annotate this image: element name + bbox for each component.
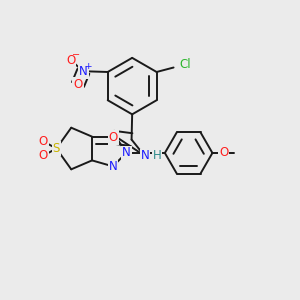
Text: N: N: [109, 160, 117, 173]
Text: O: O: [109, 131, 118, 144]
Text: O: O: [38, 135, 48, 148]
Text: N: N: [79, 65, 88, 78]
Text: N: N: [141, 149, 149, 162]
Text: O: O: [74, 78, 82, 91]
Text: O: O: [219, 146, 228, 160]
Text: Cl: Cl: [180, 58, 191, 71]
Text: N: N: [122, 146, 130, 160]
Text: O: O: [38, 149, 48, 162]
Text: H: H: [153, 149, 161, 162]
Text: O: O: [66, 54, 76, 67]
Text: S: S: [53, 142, 60, 155]
Text: −: −: [72, 50, 80, 60]
Text: +: +: [84, 61, 92, 70]
